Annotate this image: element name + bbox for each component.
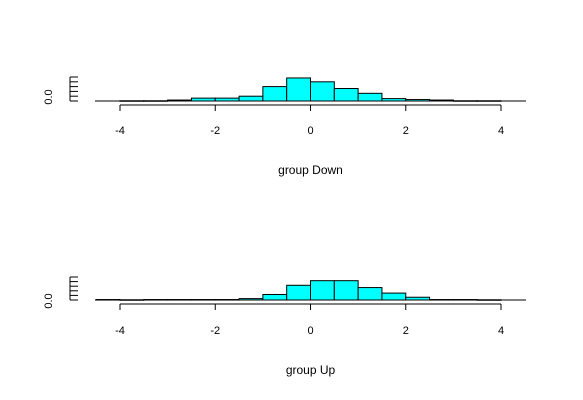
x-tick-label: 4 xyxy=(498,325,504,337)
y-tick-label: 0.0 xyxy=(43,293,55,308)
x-tick-label: 2 xyxy=(403,125,409,137)
histogram-bar xyxy=(333,88,359,102)
x-tick-label: -4 xyxy=(115,125,125,137)
x-tick-label: -2 xyxy=(210,325,220,337)
histogram-bar xyxy=(381,292,407,301)
histogram-bar xyxy=(238,95,264,102)
x-tick-label: -2 xyxy=(210,125,220,137)
histogram-bar xyxy=(310,280,335,301)
histogram-panel-group-down: -4 -2 0 2 4 0.0 group Down xyxy=(43,76,526,177)
histogram-bar xyxy=(286,284,311,301)
histogram-bar xyxy=(310,81,335,102)
histogram-panel-group-up: -4 -2 0 2 4 0.0 group Up xyxy=(43,276,526,377)
x-tick-label: 4 xyxy=(498,125,504,137)
x-tick-label: -4 xyxy=(115,325,125,337)
x-axis-title: group Down xyxy=(278,163,343,177)
x-tick-label: 0 xyxy=(307,325,313,337)
histogram-bar xyxy=(262,293,288,301)
x-tick-label: 0 xyxy=(307,125,313,137)
y-tick-label: 0.0 xyxy=(43,89,55,104)
histogram-bar xyxy=(357,287,383,301)
x-axis-title: group Up xyxy=(286,363,336,377)
histogram-bar xyxy=(286,77,311,102)
histogram-bar xyxy=(333,280,359,301)
histogram-bar xyxy=(262,86,288,102)
x-tick-label: 2 xyxy=(403,325,409,337)
histogram-bar xyxy=(357,92,383,102)
